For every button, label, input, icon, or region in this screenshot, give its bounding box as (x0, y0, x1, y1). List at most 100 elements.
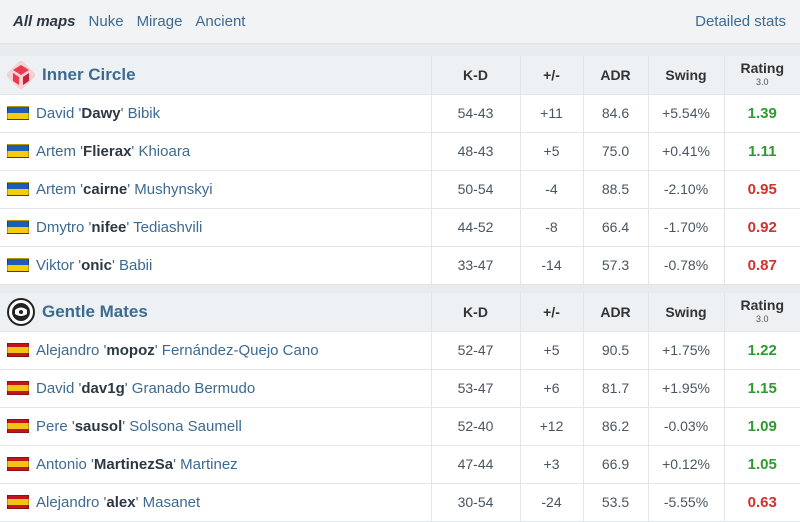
player-row: Pere 'sausol' Solsona Saumell 52-40 +12 … (0, 407, 800, 446)
kd-value: 48-43 (430, 132, 520, 171)
player-last-name: Khioara (138, 142, 191, 160)
player-last-name: Fernández-Quejo Cano (161, 341, 319, 359)
player-name-link[interactable]: Dmytro 'nifee' Tediashvili (36, 218, 203, 236)
player-nickname: cairne (83, 180, 128, 198)
player-name-link[interactable]: Artem 'Flierax' Khioara (36, 142, 191, 160)
player-name-link[interactable]: Alejandro 'mopoz' Fernández-Quejo Cano (36, 341, 319, 359)
player-nickname: alex (106, 493, 136, 511)
player-row: Viktor 'onic' Babii 33-47 -14 57.3 -0.78… (0, 246, 800, 285)
kd-value: 33-47 (430, 246, 520, 285)
plus-minus-value: -24 (519, 483, 583, 522)
inner-circle-logo (6, 60, 36, 90)
rating-value: 1.39 (747, 104, 777, 122)
plus-minus-value: +3 (519, 445, 583, 484)
swing-value: -0.03% (647, 407, 724, 446)
adr-value: 90.5 (582, 331, 648, 370)
player-last-name: Masanet (142, 493, 201, 511)
spain-flag-icon (7, 495, 29, 509)
kd-value: 52-40 (430, 407, 520, 446)
player-nickname: sausol (74, 417, 123, 435)
rating-value: 0.95 (747, 180, 777, 198)
player-first-name: Dmytro (36, 218, 85, 236)
ukraine-flag-icon (7, 106, 29, 120)
gentle-mates-logo (6, 297, 36, 327)
rating-value: 0.92 (747, 218, 777, 236)
swing-header: Swing (647, 293, 724, 332)
team-name[interactable]: Inner Circle (42, 64, 136, 84)
plus-minus-value: -14 (519, 246, 583, 285)
swing-value: -0.78% (647, 246, 724, 285)
plus-minus-value: +12 (519, 407, 583, 446)
detailed-stats-link[interactable]: Detailed stats (695, 13, 786, 30)
rating-header: Rating 3.0 (723, 56, 800, 95)
ukraine-flag-icon (7, 220, 29, 234)
player-first-name: Pere (36, 417, 68, 435)
kd-value: 44-52 (430, 208, 520, 247)
plus-minus-value: -8 (519, 208, 583, 247)
player-nickname: nifee (91, 218, 127, 236)
player-name-link[interactable]: Artem 'cairne' Mushynskyi (36, 180, 213, 198)
player-first-name: David (36, 104, 75, 122)
player-nickname: Flierax (83, 142, 132, 160)
plus-minus-header: +/- (519, 56, 583, 95)
map-filter-bar: All maps Nuke Mirage Ancient Detailed st… (0, 0, 800, 44)
spain-flag-icon (7, 457, 29, 471)
swing-value: +5.54% (647, 94, 724, 133)
rating-header-label: Rating (740, 59, 785, 76)
adr-header: ADR (582, 56, 648, 95)
player-first-name: Alejandro (36, 493, 100, 511)
plus-minus-value: -4 (519, 170, 583, 209)
plus-minus-value: +5 (519, 331, 583, 370)
rating-value: 1.09 (747, 417, 777, 435)
player-name-link[interactable]: David 'dav1g' Granado Bermudo (36, 379, 256, 397)
kd-value: 54-43 (430, 94, 520, 133)
ukraine-flag-icon (7, 258, 29, 272)
tab-all-maps[interactable]: All maps (13, 13, 76, 30)
player-row: Alejandro 'alex' Masanet 30-54 -24 53.5 … (0, 483, 800, 522)
player-name-link[interactable]: Antonio 'MartinezSa' Martinez (36, 455, 238, 473)
player-last-name: Solsona Saumell (129, 417, 242, 435)
spain-flag-icon (7, 343, 29, 357)
adr-value: 84.6 (582, 94, 648, 133)
swing-header: Swing (647, 56, 724, 95)
team-header-row: Inner Circle K-D +/- ADR Swing Rating 3.… (0, 56, 800, 95)
spain-flag-icon (7, 381, 29, 395)
kd-value: 53-47 (430, 369, 520, 408)
team-name[interactable]: Gentle Mates (42, 301, 148, 321)
player-first-name: Alejandro (36, 341, 100, 359)
player-nickname: dav1g (81, 379, 125, 397)
plus-minus-header: +/- (519, 293, 583, 332)
player-nickname: mopoz (106, 341, 155, 359)
player-row: David 'dav1g' Granado Bermudo 53-47 +6 8… (0, 369, 800, 408)
rating-version: 3.0 (755, 76, 769, 87)
spain-flag-icon (7, 419, 29, 433)
kd-value: 52-47 (430, 331, 520, 370)
player-last-name: Granado Bermudo (131, 379, 256, 397)
kd-header: K-D (430, 293, 520, 332)
rating-value: 0.63 (747, 493, 777, 511)
kd-value: 50-54 (430, 170, 520, 209)
player-nickname: onic (81, 256, 112, 274)
tab-mirage[interactable]: Mirage (136, 13, 183, 30)
plus-minus-value: +6 (519, 369, 583, 408)
swing-value: -1.70% (647, 208, 724, 247)
team-header-row: Gentle Mates K-D +/- ADR Swing Rating 3.… (0, 293, 800, 332)
player-name-link[interactable]: David 'Dawy' Bibik (36, 104, 161, 122)
player-name-link[interactable]: Alejandro 'alex' Masanet (36, 493, 201, 511)
kd-header: K-D (430, 56, 520, 95)
plus-minus-value: +11 (519, 94, 583, 133)
player-nickname: MartinezSa (93, 455, 174, 473)
player-row: Dmytro 'nifee' Tediashvili 44-52 -8 66.4… (0, 208, 800, 247)
player-first-name: Antonio (36, 455, 87, 473)
kd-value: 47-44 (430, 445, 520, 484)
player-name-link[interactable]: Viktor 'onic' Babii (36, 256, 153, 274)
rating-header-label: Rating (740, 296, 785, 313)
tab-nuke[interactable]: Nuke (88, 13, 124, 30)
adr-value: 57.3 (582, 246, 648, 285)
tab-ancient[interactable]: Ancient (195, 13, 246, 30)
player-first-name: Viktor (36, 256, 75, 274)
rating-value: 1.15 (747, 379, 777, 397)
swing-value: -2.10% (647, 170, 724, 209)
player-name-link[interactable]: Pere 'sausol' Solsona Saumell (36, 417, 242, 435)
rating-value: 1.22 (747, 341, 777, 359)
